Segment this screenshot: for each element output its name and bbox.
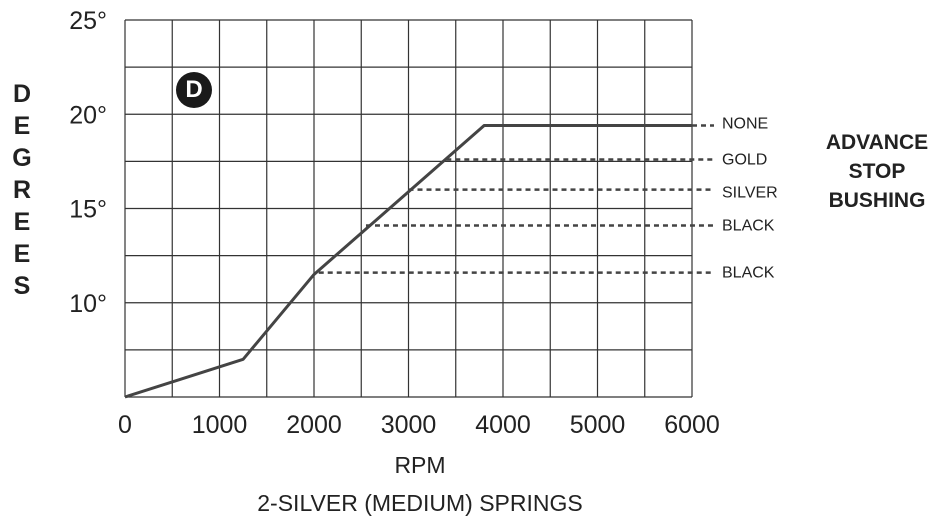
advance-stop-bushing-title: ADVANCE STOP BUSHING [812, 128, 942, 215]
x-tick-label: 4000 [475, 411, 531, 439]
y-tick-label: 25° [69, 7, 107, 35]
chart-badge: D [176, 72, 212, 108]
x-tick-label: 1000 [192, 411, 248, 439]
series-line-none [124, 124, 692, 399]
advance-stop-bushing-title-line: STOP [848, 160, 906, 183]
y-axis-label-letter: E [13, 208, 31, 236]
x-tick-label: 3000 [381, 411, 437, 439]
y-axis-label-letter: S [13, 272, 31, 300]
series-label: BLACK [722, 265, 775, 282]
y-axis-label-letter: E [13, 112, 31, 140]
advance-stop-bushing-title-line: BUSHING [828, 189, 926, 212]
advance-stop-bushing-title-line: ADVANCE [825, 131, 929, 154]
series-label: NONE [722, 116, 768, 133]
y-axis-label-letter: E [13, 240, 31, 268]
y-tick-label: 15° [69, 196, 107, 224]
x-tick-label: 6000 [664, 411, 720, 439]
series-label: SILVER [722, 185, 778, 202]
x-axis-label: RPM [394, 452, 446, 478]
x-tick-label: 5000 [570, 411, 626, 439]
y-tick-label: 10° [69, 290, 107, 318]
chart-subtitle: 2-SILVER (MEDIUM) SPRINGS [257, 490, 583, 516]
x-tick-label: 0 [118, 411, 132, 439]
y-axis-label-letter: D [12, 80, 32, 108]
y-tick-label: 20° [69, 101, 107, 129]
y-axis-label-letter: G [12, 144, 32, 172]
y-axis-label-letter: R [12, 176, 32, 204]
x-tick-label: 2000 [286, 411, 342, 439]
series-label: GOLD [722, 151, 767, 168]
series-label: BLACK [722, 217, 775, 234]
